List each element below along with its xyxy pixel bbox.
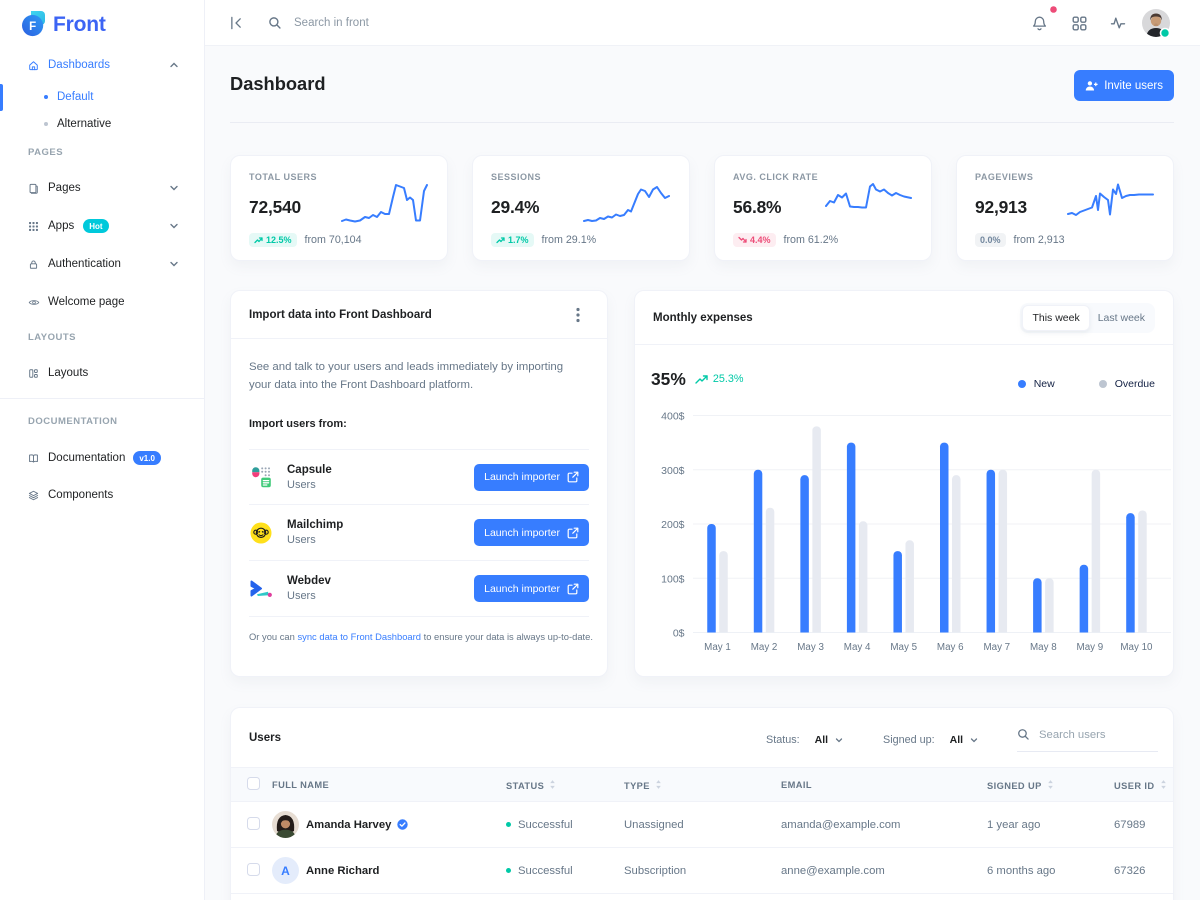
svg-text:300$: 300$ xyxy=(661,465,685,477)
svg-text:100$: 100$ xyxy=(661,573,685,585)
svg-text:May 1: May 1 xyxy=(704,642,731,653)
svg-text:400$: 400$ xyxy=(661,411,685,423)
svg-text:May 7: May 7 xyxy=(983,642,1010,653)
svg-text:May 6: May 6 xyxy=(937,642,964,653)
svg-text:May 2: May 2 xyxy=(751,642,778,653)
svg-text:May 3: May 3 xyxy=(797,642,824,653)
svg-text:May 4: May 4 xyxy=(844,642,871,653)
svg-text:0$: 0$ xyxy=(673,628,685,640)
svg-text:May 8: May 8 xyxy=(1030,642,1057,653)
svg-text:200$: 200$ xyxy=(661,519,685,531)
svg-text:May 10: May 10 xyxy=(1120,642,1153,653)
svg-text:May 9: May 9 xyxy=(1077,642,1104,653)
svg-text:A: A xyxy=(281,864,290,878)
svg-text:May 5: May 5 xyxy=(890,642,917,653)
svg-text:F: F xyxy=(29,21,36,33)
